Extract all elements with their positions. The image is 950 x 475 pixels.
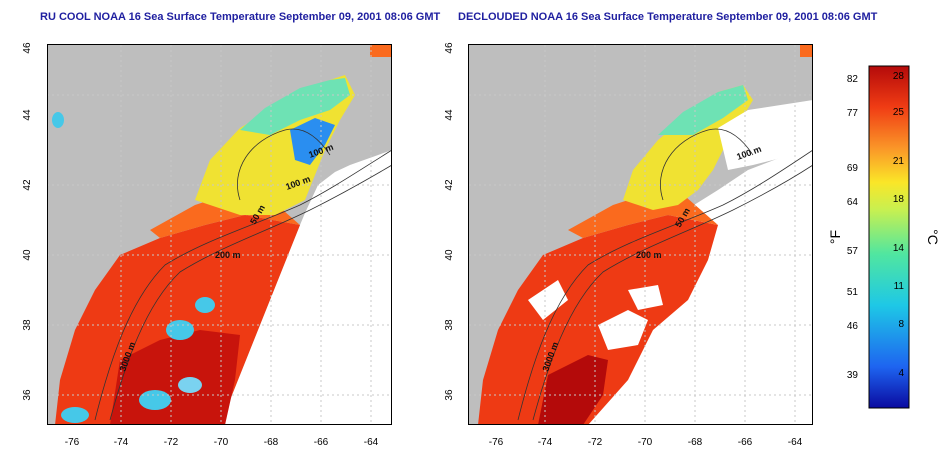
sst-warm-region [55,215,300,425]
sst-hot-patch [538,355,608,425]
panel-title-right: DECLOUDED NOAA 16 Sea Surface Temperatur… [458,11,878,23]
x-tick-label: -76 [489,437,504,448]
c-tick-label: 4 [898,368,904,379]
f-tick-label: 64 [847,197,859,208]
f-tick-label: 69 [847,163,859,174]
y-tick-label: 46 [22,42,33,54]
sst-warm-region [478,215,718,425]
x-tick-label: -64 [364,437,379,448]
c-tick-label: 11 [894,281,905,292]
x-tick-label: -68 [688,437,703,448]
panel-title-left: RU COOL NOAA 16 Sea Surface Temperature … [40,11,441,23]
y-tick-label: 38 [22,319,33,331]
declouded-mask [598,310,648,350]
x-tick-label: -72 [164,437,179,448]
temperature-colorbar: 82 77 69 64 57 51 46 39 28 25 21 18 14 1… [828,65,941,409]
cloud-patch [166,320,194,340]
sst-map-right: 100 m 50 m 200 m 3000 m -76 -74 -72 -70 … [444,42,813,448]
y-tick-label: 40 [22,249,33,261]
c-tick-label: 25 [893,107,905,118]
cloud-patch [178,377,202,393]
x-tick-label: -76 [65,437,80,448]
sst-fragment [800,45,813,57]
x-tick-label: -66 [738,437,753,448]
map-frame [47,44,392,425]
colorbar-gradient [868,65,910,409]
cloud-patch [139,390,171,410]
x-tick-label: -70 [638,437,653,448]
y-tick-label: 36 [22,389,33,401]
y-tick-label: 38 [444,319,455,331]
f-tick-label: 77 [847,108,859,119]
fahrenheit-label: °F [828,230,843,244]
x-tick-label: -72 [588,437,603,448]
y-tick-label: 36 [444,389,455,401]
x-tick-label: -70 [214,437,229,448]
x-tick-label: -66 [314,437,329,448]
c-tick-label: 8 [898,319,904,330]
f-tick-label: 82 [847,74,859,85]
f-tick-label: 51 [847,287,859,298]
y-tick-label: 42 [22,179,33,191]
celsius-label: °C [925,229,941,245]
c-tick-label: 18 [893,194,905,205]
y-tick-label: 46 [444,42,455,54]
y-tick-label: 44 [444,109,455,121]
cloud-patch [195,297,215,313]
declouded-mask [718,100,813,170]
declouded-mask [528,280,568,320]
f-tick-label: 39 [847,370,859,381]
cloud-patch [52,112,64,128]
f-tick-label: 57 [847,246,859,257]
x-tick-label: -68 [264,437,279,448]
x-tick-label: -74 [538,437,553,448]
contour-label: 200 m [215,250,241,260]
x-tick-label: -74 [114,437,129,448]
c-tick-label: 21 [893,156,905,167]
sst-map-left: 100 m 100 m 50 m 200 m 3000 m -76 -74 -7… [22,42,392,448]
contour-label: 200 m [636,250,662,260]
sst-fragment [370,45,392,57]
c-tick-label: 14 [893,243,905,254]
f-tick-label: 46 [847,321,859,332]
no-data-region [220,150,392,425]
x-tick-label: -64 [788,437,803,448]
y-tick-label: 42 [444,179,455,191]
sst-blue-patch [290,118,335,165]
sst-cyan-patch [240,78,350,135]
y-tick-label: 44 [22,109,33,121]
y-tick-label: 40 [444,249,455,261]
c-tick-label: 28 [893,71,905,82]
cloud-patch [61,407,89,423]
declouded-mask [628,285,663,310]
map-frame [468,44,813,425]
sst-cyan-patch [658,85,748,135]
